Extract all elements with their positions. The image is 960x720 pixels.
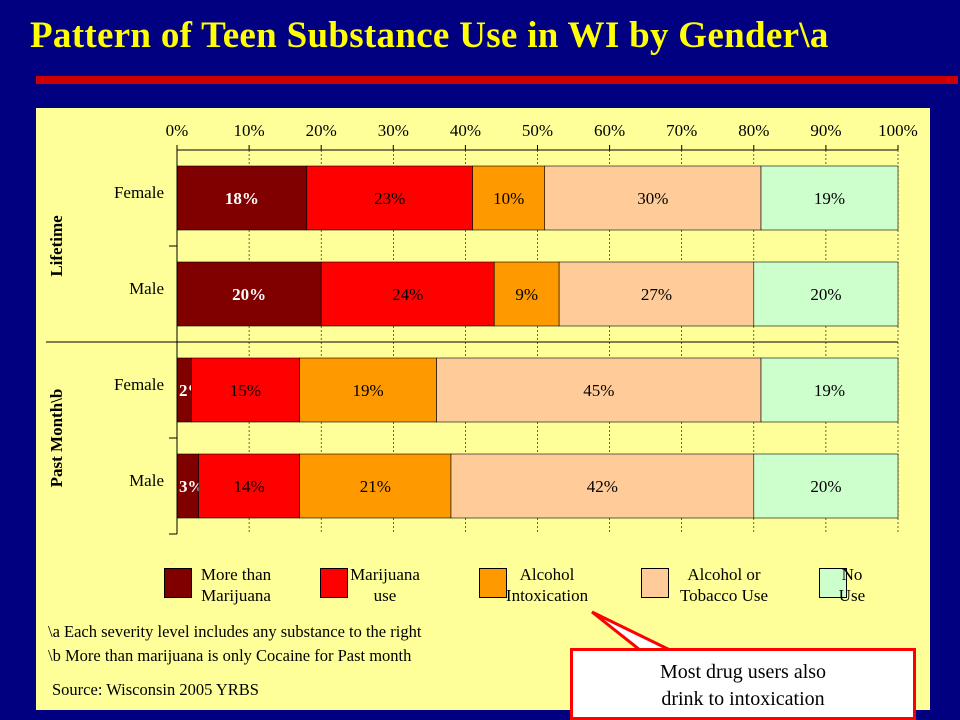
legend-swatch [320,568,348,598]
legend-swatch [164,568,192,598]
legend-label: More than Marijuana [200,565,272,605]
data-label: 10% [493,189,524,208]
bar-segment [176,261,322,327]
x-tick-label: 50% [522,121,553,140]
data-label: 9% [515,285,538,304]
data-label: 19% [814,189,845,208]
x-tick-label: 20% [306,121,337,140]
data-label: 18% [225,189,259,208]
data-label: 19% [814,381,845,400]
category-label: Male [129,279,164,298]
data-label: 45% [583,381,614,400]
category-label: Female [114,375,164,394]
bar-segment [299,453,452,519]
bar-segment [299,357,437,423]
stacked-bar-chart: 18% 23% 10% 30% 19% Female 20% 24% 9% 27% 20% Male 2… [46,121,918,535]
x-tick-label: 0% [166,121,189,140]
x-tick-label: 90% [810,121,841,140]
legend-label: No Use [838,565,866,605]
data-label: 20% [810,477,841,496]
x-tick-label: 100% [878,121,918,140]
bar-segment [198,453,300,519]
legend-label: Alcohol or Tobacco Use [679,565,769,605]
legend-swatch [819,568,847,598]
legend-swatch [479,568,507,598]
group-label: Past Month\b [47,389,66,488]
x-tick-label: 60% [594,121,625,140]
bar-segment [191,357,300,423]
data-label: 3% [179,477,205,496]
slide-title: Pattern of Teen Substance Use in WI by G… [30,15,829,56]
bar-segment [320,261,495,327]
chart-panel: 18% 23% 10% 30% 19% Female 20% 24% 9% 27% 20% Male 2… [36,108,930,710]
data-label: 15% [230,381,261,400]
source-note: Source: Wisconsin 2005 YRBS [52,680,259,699]
data-label: 14% [234,477,265,496]
bar-segment [558,261,755,327]
footnote-b: \b More than marijuana is only Cocaine f… [48,646,412,665]
bar-segment [306,165,473,231]
x-tick-label: 10% [234,121,265,140]
group-label: Lifetime [47,215,66,277]
data-label: 20% [810,285,841,304]
data-label: 23% [374,189,405,208]
data-label: 30% [637,189,668,208]
bar-segment [753,453,899,519]
category-label: Female [114,183,164,202]
bar-segment [450,453,755,519]
data-label: 24% [392,285,423,304]
bar-segment [176,165,308,231]
title-underline [36,76,958,84]
bar-segment [760,357,899,423]
data-label: 19% [352,381,383,400]
footnote-a: \a Each severity level includes any subs… [48,622,422,641]
bar-segment [472,165,546,231]
bar-segment [436,357,762,423]
callout-box: Most drug users also drink to intoxicati… [570,648,916,720]
x-tick-label: 70% [666,121,697,140]
data-label: 21% [360,477,391,496]
data-label: 27% [641,285,672,304]
bar-segment [760,165,899,231]
x-tick-label: 80% [738,121,769,140]
x-tick-label: 30% [378,121,409,140]
x-tick-label: 40% [450,121,481,140]
legend-label: Marijuana use [350,565,420,605]
data-label: 20% [232,285,266,304]
category-label: Male [129,471,164,490]
legend-label: Alcohol Intoxication [505,565,589,605]
data-label: 42% [587,477,618,496]
bar-segment [544,165,762,231]
legend-swatch [641,568,669,598]
bar-segment [753,261,899,327]
